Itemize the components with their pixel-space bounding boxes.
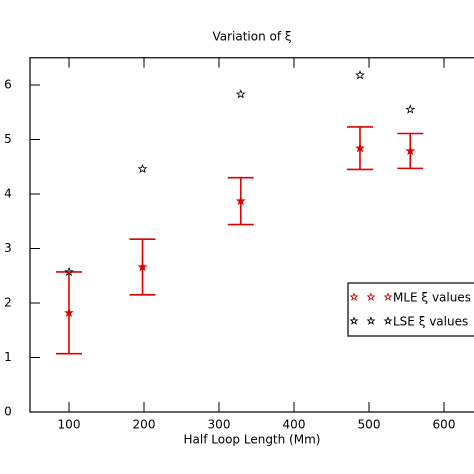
star-marker: [137, 261, 148, 272]
legend-label: MLE ξ values: [393, 291, 471, 305]
x-tick-label: 100: [58, 418, 81, 432]
star-marker: [235, 195, 246, 206]
star-marker: [64, 266, 74, 277]
legend-marker: [349, 316, 359, 325]
legend-marker: [366, 316, 376, 325]
x-axis-label: Half Loop Length (Mm): [184, 433, 321, 447]
star-marker: [355, 143, 365, 153]
x-tick-label: 600: [433, 418, 456, 432]
legend-marker: [383, 292, 393, 301]
star-marker: [355, 70, 365, 80]
legend-marker: [366, 292, 376, 301]
x-tick-label: 500: [358, 418, 381, 432]
y-tick-label: 3: [4, 241, 12, 255]
y-tick-label: 1: [4, 350, 12, 364]
x-tick-label: 300: [208, 418, 231, 432]
star-marker: [405, 104, 416, 114]
star-marker: [64, 307, 74, 317]
y-tick-label: 4: [4, 187, 12, 201]
y-tick-label: 0: [4, 405, 12, 419]
legend-label: LSE ξ values: [393, 315, 468, 329]
star-marker: [235, 89, 246, 99]
legend-marker: [383, 316, 393, 325]
x-tick-label: 400: [283, 418, 306, 432]
star-marker: [137, 163, 148, 174]
y-tick-label: 6: [4, 78, 12, 92]
legend-box: [347, 282, 474, 337]
y-tick-label: 2: [4, 296, 12, 310]
star-marker: [405, 145, 416, 156]
legend-marker: [349, 292, 359, 301]
x-tick-label: 200: [133, 418, 156, 432]
plot-frame: [29, 57, 474, 413]
y-tick-label: 5: [4, 132, 12, 146]
chart-title: Variation of ξ: [212, 30, 291, 44]
